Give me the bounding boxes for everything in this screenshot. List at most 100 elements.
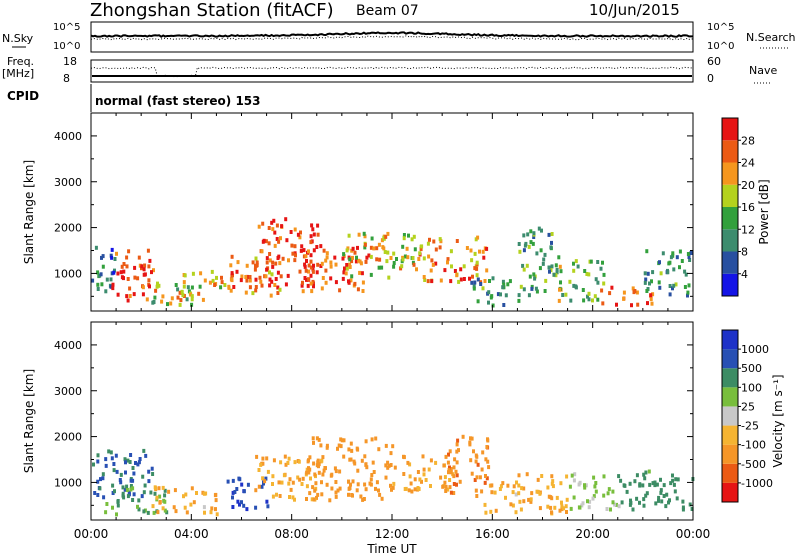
- data-cell: [666, 270, 670, 275]
- data-cell: [276, 291, 280, 295]
- data-cell: [255, 260, 259, 265]
- data-cell: [319, 244, 323, 249]
- data-cell: [455, 482, 458, 487]
- data-cell: [629, 500, 633, 505]
- data-cell: [273, 243, 277, 248]
- data-cell: [357, 232, 361, 237]
- data-cell: [420, 479, 423, 484]
- data-cell: [309, 259, 313, 264]
- data-cell: [293, 460, 297, 465]
- data-cell: [468, 442, 472, 447]
- data-cell: [99, 272, 103, 277]
- colorbar-segment: [722, 162, 738, 185]
- data-cell: [316, 232, 320, 237]
- data-cell: [350, 493, 354, 497]
- data-cell: [336, 446, 339, 451]
- data-cell: [113, 489, 116, 494]
- x-tick-label: 16:00: [475, 527, 510, 541]
- data-cell: [294, 253, 297, 258]
- data-cell: [260, 484, 264, 489]
- data-cell: [444, 484, 448, 489]
- data-cell: [330, 472, 334, 477]
- data-cell: [109, 277, 113, 282]
- velocity-colorbar-label: Velocity [m s⁻¹]: [771, 374, 785, 467]
- data-cell: [210, 506, 214, 511]
- data-cell: [132, 471, 136, 476]
- data-cell: [163, 508, 167, 513]
- data-cell: [208, 280, 212, 285]
- data-cell: [231, 490, 235, 495]
- data-cell: [140, 494, 144, 499]
- data-cell: [638, 482, 642, 487]
- data-cell: [518, 249, 522, 254]
- data-cell: [112, 270, 116, 275]
- data-cell: [434, 247, 438, 252]
- data-cell: [268, 252, 272, 256]
- y-tick-label: 3000: [54, 385, 82, 398]
- data-cell: [392, 264, 396, 269]
- data-cell: [469, 436, 472, 441]
- data-cell: [351, 246, 355, 251]
- data-cell: [470, 258, 474, 263]
- data-cell: [602, 281, 606, 286]
- data-cell: [470, 471, 474, 476]
- data-cell: [202, 505, 206, 510]
- data-cell: [370, 236, 374, 241]
- data-cell: [660, 499, 664, 504]
- data-cell: [270, 279, 274, 284]
- data-cell: [142, 490, 146, 495]
- data-cell: [644, 493, 648, 498]
- data-cell: [199, 271, 203, 276]
- data-cell: [126, 277, 130, 281]
- data-cell: [296, 232, 300, 237]
- data-cell: [442, 463, 446, 468]
- data-cell: [457, 448, 460, 453]
- data-cell: [588, 499, 592, 504]
- data-cell: [447, 452, 450, 457]
- data-cell: [137, 255, 141, 260]
- data-cell: [550, 240, 553, 245]
- data-cell: [375, 257, 379, 262]
- data-cell: [448, 449, 452, 454]
- data-cell: [345, 248, 349, 253]
- data-cell: [104, 510, 108, 515]
- data-cell: [342, 270, 346, 275]
- data-cell: [309, 476, 312, 481]
- data-cell: [124, 460, 127, 465]
- data-cell: [265, 456, 269, 461]
- data-cell: [305, 259, 308, 263]
- data-cell: [427, 467, 431, 472]
- data-cell: [156, 281, 159, 286]
- data-cell: [452, 474, 456, 479]
- data-cell: [122, 269, 126, 274]
- data-cell: [514, 492, 518, 497]
- data-cell: [173, 488, 177, 493]
- data-cell: [455, 460, 459, 465]
- data-cell: [340, 438, 344, 443]
- data-cell: [129, 484, 133, 488]
- data-cell: [564, 504, 568, 509]
- colorbar-segment: [722, 444, 738, 464]
- nsearch-tick-top: 10^5: [707, 22, 734, 33]
- data-cell: [242, 503, 246, 508]
- data-cell: [131, 466, 135, 470]
- power-colorbar-label: Power [dB]: [757, 179, 771, 244]
- data-cell: [235, 269, 239, 274]
- data-cell: [131, 498, 135, 502]
- data-cell: [147, 479, 151, 484]
- data-cell: [385, 259, 389, 264]
- data-cell: [534, 286, 538, 291]
- data-cell: [258, 275, 262, 280]
- data-cell: [289, 230, 293, 234]
- data-cell: [308, 467, 312, 472]
- data-cell: [438, 237, 442, 242]
- data-cell: [257, 224, 261, 229]
- data-cell: [649, 297, 653, 302]
- data-cell: [271, 227, 275, 232]
- data-cell: [499, 292, 502, 297]
- data-cell: [254, 256, 258, 261]
- data-cell: [615, 302, 618, 307]
- data-cell: [662, 483, 666, 488]
- data-cell: [240, 274, 244, 279]
- data-cell: [272, 218, 276, 223]
